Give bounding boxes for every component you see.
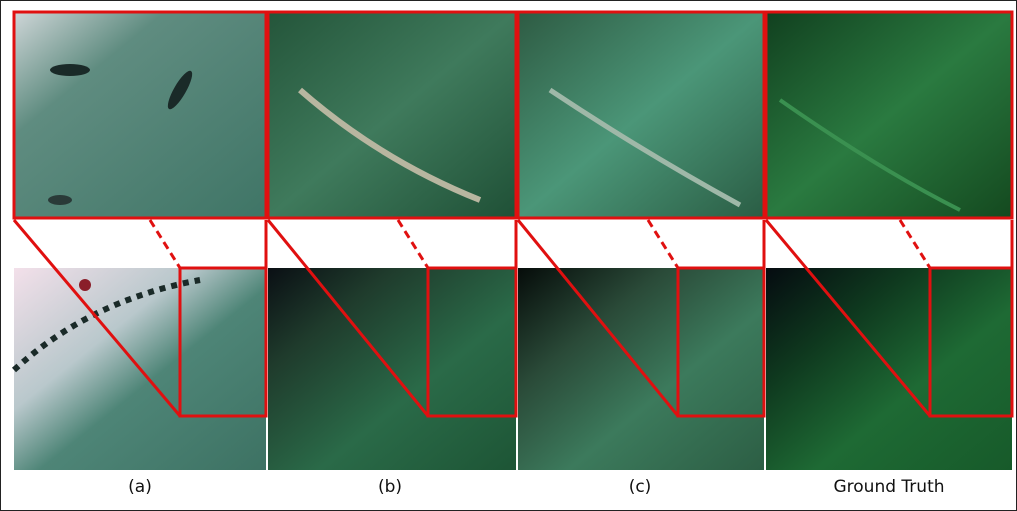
zoom-image <box>518 12 764 218</box>
caption: (c) <box>629 477 652 497</box>
figure: (a) (b) (c) Ground Truth <box>0 0 1017 511</box>
texture <box>50 64 90 76</box>
zoom-image <box>14 12 266 218</box>
texture <box>79 279 91 291</box>
image <box>268 268 516 470</box>
caption: (b) <box>378 477 402 497</box>
zoom-image <box>268 12 516 218</box>
caption: (a) <box>128 477 152 497</box>
caption: Ground Truth <box>833 477 944 497</box>
texture <box>48 195 72 205</box>
